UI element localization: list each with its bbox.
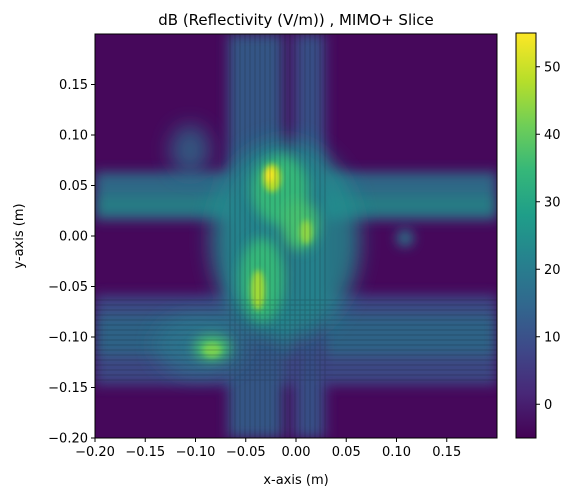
x-axis-label: x-axis (m) bbox=[263, 473, 328, 488]
colorbar-tick-label: 40 bbox=[544, 128, 561, 143]
colorbar-ticks: 0 10 20 30 40 50 bbox=[536, 60, 561, 413]
peak-upper-core bbox=[266, 168, 274, 182]
y-tick-label: −0.05 bbox=[48, 280, 88, 295]
peak-lower bbox=[251, 270, 265, 310]
x-tick-label: −0.05 bbox=[226, 445, 266, 460]
x-tick-label: 0.05 bbox=[332, 445, 361, 460]
y-tick-label: −0.20 bbox=[48, 432, 88, 447]
peak-bottom-left bbox=[203, 343, 221, 357]
y-tick-label: 0.05 bbox=[59, 179, 88, 194]
x-tick-label: −0.10 bbox=[176, 445, 216, 460]
reflector-glow-upper-left bbox=[170, 125, 210, 175]
x-tick-label: 0.15 bbox=[432, 445, 461, 460]
x-tick-label: −0.15 bbox=[125, 445, 165, 460]
colorbar bbox=[515, 32, 537, 439]
y-tick-label: −0.10 bbox=[48, 331, 88, 346]
y-tick-label: −0.15 bbox=[48, 381, 88, 396]
x-axis-ticks: −0.20 −0.15 −0.10 −0.05 0.00 0.05 0.10 0.15 bbox=[75, 438, 461, 460]
colorbar-tick-label: 20 bbox=[544, 263, 561, 278]
y-axis-ticks: −0.20 −0.15 −0.10 −0.05 0.00 0.05 0.10 0.15 bbox=[48, 78, 95, 447]
y-tick-label: 0.10 bbox=[59, 129, 88, 144]
colorbar-tick-label: 0 bbox=[544, 398, 552, 413]
x-tick-label: 0.00 bbox=[282, 445, 311, 460]
heatmap-image bbox=[95, 34, 497, 438]
interference-stripes bbox=[95, 34, 497, 438]
chart-title: dB (Reflectivity (V/m)) , MIMO+ Slice bbox=[158, 11, 434, 29]
colorbar-tick-label: 50 bbox=[544, 60, 561, 75]
colorbar-tick-label: 30 bbox=[544, 195, 561, 210]
y-tick-label: 0.00 bbox=[59, 230, 88, 245]
x-tick-label: 0.10 bbox=[382, 445, 411, 460]
y-axis-label: y-axis (m) bbox=[12, 203, 27, 268]
hotspot-right bbox=[397, 230, 413, 246]
y-tick-label: 0.15 bbox=[59, 78, 88, 93]
colorbar-tick-label: 10 bbox=[544, 330, 561, 345]
x-tick-label: −0.20 bbox=[75, 445, 115, 460]
peak-right bbox=[300, 220, 312, 244]
